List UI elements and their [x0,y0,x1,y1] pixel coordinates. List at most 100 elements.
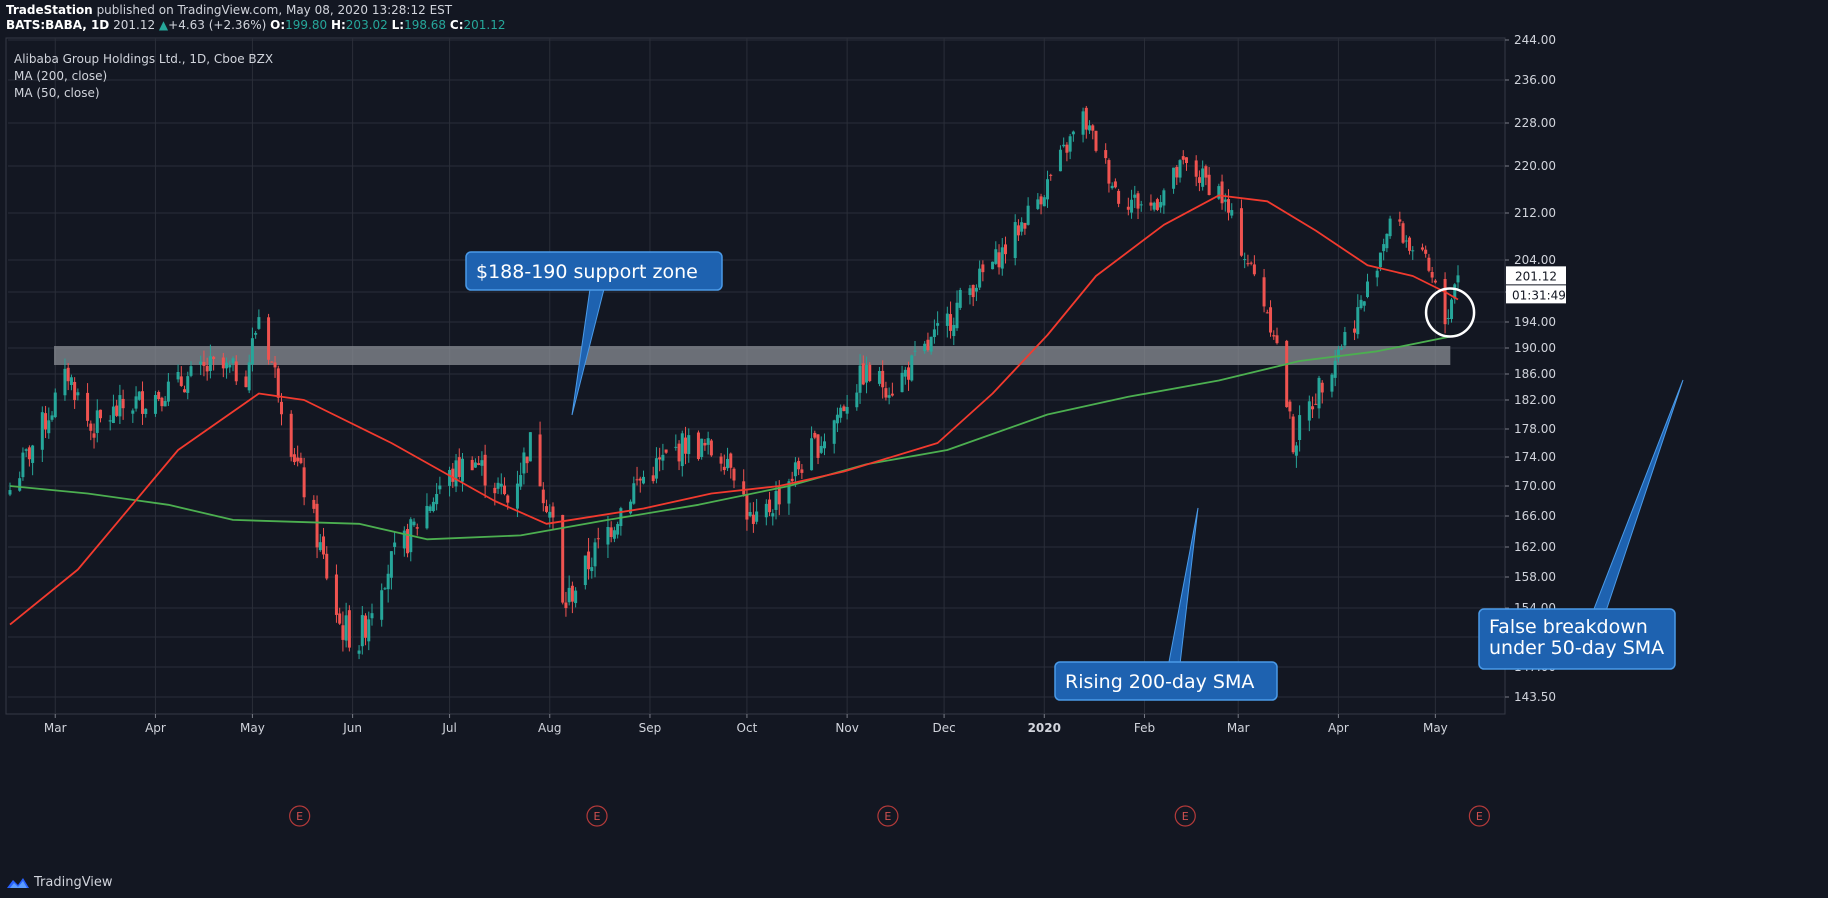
support-callout-text: $188-190 support zone [476,261,698,283]
candle-body [289,413,293,457]
legend-ma50[interactable]: MA (50, close) [14,86,100,100]
candle-body [1353,328,1357,333]
earnings-marker-circle [1468,805,1490,827]
earnings-marker-label: E [884,810,891,823]
y-tick-label: 194.00 [1514,315,1556,329]
candle-body [1230,210,1234,216]
candle-body [541,489,545,504]
candle-body [27,447,31,460]
candle-body [1201,168,1205,187]
candle-body [73,381,77,401]
x-tick-label: Nov [835,721,858,735]
candle-body [461,458,464,482]
candle-body [153,395,157,414]
candle-body [231,358,235,364]
candle-body [551,506,555,518]
candle-body [1197,177,1201,183]
candle-body [726,458,730,469]
candle-body [658,457,662,460]
candle-body [221,357,225,369]
candle-body [270,361,274,363]
candle-body [900,372,904,393]
candle-body [1178,160,1182,178]
ma200-line [9,334,1459,541]
candle-body [787,481,791,504]
candle-body [1420,247,1424,250]
candle-body [115,405,119,416]
candle-body [347,610,351,648]
candle-body [1088,125,1092,131]
published-text: published on TradingView.com, May 08, 20… [96,3,453,17]
candle-body [257,317,261,329]
candle-body [561,514,565,603]
candle-body [1427,257,1431,271]
candle-body [1058,149,1062,172]
support-zone-layer [54,346,1451,365]
candle-body [134,396,138,409]
candle-body [1172,167,1176,189]
legend-ma200[interactable]: MA (200, close) [14,69,108,83]
tradingview-footer[interactable]: TradingView [6,875,113,890]
y-tick-label: 204.00 [1514,253,1556,267]
y-tick-label: 190.00 [1514,341,1556,355]
candle-body [764,503,768,518]
candle-body [1366,281,1369,298]
candle-body [1094,130,1098,151]
candle-body [315,503,319,548]
x-tick-label: Oct [737,721,758,735]
candle-body [1155,199,1159,210]
candle-body [141,391,145,414]
candle-body [431,501,435,512]
candle-body [609,527,613,537]
candle-body [108,420,112,422]
candle-body [1443,278,1447,325]
candle-body [952,324,956,337]
countdown-text: 01:31:49 [1512,288,1566,302]
candle-body [1026,205,1030,225]
publisher-name: TradeStation [6,3,93,17]
candle-body [855,392,859,408]
candle-body [1207,174,1211,196]
support-zone-box [54,346,1451,365]
candle-body [402,530,406,549]
candle-body [1294,445,1298,456]
candle-body [99,409,102,419]
earnings-marker-label: E [296,810,303,823]
candle-body [31,445,35,463]
candle-body [1062,144,1066,147]
candle-body [76,392,80,396]
candle-body [1223,199,1227,202]
candle-body [273,362,277,368]
candle-body [968,288,972,296]
candle-body [574,590,578,604]
candle-body [981,264,985,273]
candle-body [1049,174,1053,176]
candle-body [1159,202,1163,208]
ma50-line [9,194,1459,626]
candle-body [299,457,303,464]
candle-body [428,506,432,511]
candle-body [247,362,251,391]
candle-body [1023,222,1027,229]
candle-body [1117,190,1121,204]
candle-body [564,602,568,609]
candle-body [528,432,532,462]
candle-body [292,454,296,463]
candle-body [228,364,232,368]
candle-body [483,454,487,486]
candle-body [732,468,736,481]
candle-body [865,364,869,383]
candle-body [1042,197,1046,207]
breakdown-callout-text: under 50-day SMA [1489,637,1664,659]
candle-body [189,366,193,376]
close-label: C: [449,18,464,32]
candle-body [926,339,930,351]
candle-body [949,314,953,331]
candle-body [325,553,329,579]
earnings-marker-label: E [1476,810,1483,823]
candle-body [1107,160,1111,184]
candle-body [296,457,300,462]
candle-body [1227,199,1231,213]
